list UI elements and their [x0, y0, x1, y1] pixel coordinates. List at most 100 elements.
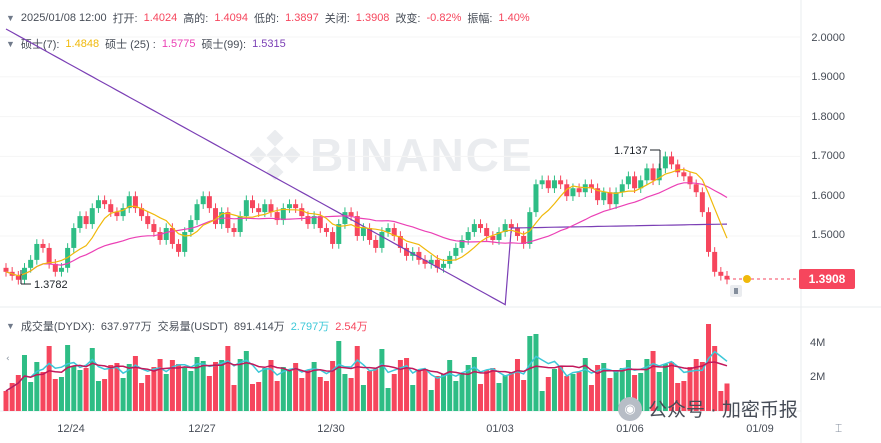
price-tick: 2.0000	[811, 32, 845, 44]
volume-bar	[151, 367, 157, 411]
volume-base-value: 637.977万	[100, 321, 152, 333]
candle-body	[206, 196, 212, 209]
candle-body	[502, 224, 508, 233]
volume-bar	[724, 383, 730, 411]
volume-bar	[102, 379, 108, 411]
candle-body	[157, 232, 163, 240]
volume-bar	[206, 376, 212, 411]
volume-bar	[330, 361, 336, 411]
close-label: 关闭:	[324, 13, 350, 25]
candle-body	[662, 156, 668, 169]
volume-bar	[293, 363, 299, 411]
collapse-caret-icon[interactable]: ▼	[6, 13, 15, 23]
volume-bar	[570, 374, 576, 411]
ohlc-info-row: ▼ 2025/01/08 12:00 打开: 1.4024 高的: 1.4094…	[6, 10, 530, 26]
volume-bar	[360, 385, 366, 411]
candle-body	[40, 243, 46, 248]
candle-body	[706, 212, 712, 252]
candle-body	[83, 216, 89, 225]
wechat-watermark: ◉ 公众号 · 加密币报	[618, 395, 798, 422]
volume-bar	[182, 367, 188, 411]
candle-body	[428, 259, 434, 264]
candle-body	[145, 216, 151, 225]
ma7-value: 1.4848	[65, 38, 100, 50]
volume-bar	[699, 362, 705, 411]
candle-body	[656, 168, 662, 181]
candle-body	[354, 216, 360, 236]
volume-bars	[3, 324, 730, 411]
volume-bar	[410, 385, 416, 411]
candle-body	[317, 216, 323, 229]
volume-bar	[299, 378, 305, 411]
volume-info-row: ▼ 成交量(DYDX): 637.977万 交易量(USDT) 891.414万…	[6, 318, 368, 334]
volume-bar	[52, 379, 58, 411]
candle-body	[71, 228, 77, 248]
date-tick: 12/30	[317, 423, 345, 435]
candle-body	[508, 224, 514, 229]
volume-ma2-line	[5, 361, 728, 392]
candle-body	[151, 224, 157, 233]
candle-body	[607, 192, 613, 205]
volume-bar	[71, 366, 77, 411]
amplitude-label: 振幅:	[467, 13, 493, 25]
candle-body	[551, 180, 557, 189]
scroll-left-icon[interactable]: ‹	[6, 354, 10, 364]
candle-body	[336, 224, 342, 244]
volume-bar	[582, 358, 588, 411]
volume-bar	[305, 370, 311, 411]
candle-body	[28, 259, 34, 268]
candle-body	[465, 232, 471, 240]
date-tick: 12/24	[57, 423, 85, 435]
volume-bar	[613, 370, 619, 411]
binance-watermark: BINANCE	[250, 128, 534, 182]
volume-bar	[83, 368, 89, 411]
volume-tick: 4M	[810, 337, 826, 349]
volume-ma2-value: 2.54万	[335, 321, 368, 333]
volume-bar	[9, 383, 15, 411]
candle-body	[619, 184, 625, 193]
candle-body	[176, 243, 182, 252]
volume-bar	[58, 377, 64, 411]
volume-bar	[644, 359, 650, 411]
volume-bar	[342, 374, 348, 411]
volume-bar	[28, 382, 34, 411]
candle-body	[588, 184, 594, 189]
volume-bar	[379, 349, 385, 411]
volume-bar	[465, 365, 471, 411]
candle-body	[268, 204, 274, 213]
candle-body	[391, 228, 397, 236]
candle-body	[200, 196, 206, 205]
volume-bar	[459, 373, 465, 411]
volume-bar	[638, 373, 644, 411]
collapse-caret-icon[interactable]: ▼	[6, 39, 15, 49]
volume-bar	[385, 388, 391, 411]
candle-body	[724, 275, 730, 280]
volume-bar	[607, 378, 613, 411]
candle-body	[323, 228, 329, 233]
volume-bar	[588, 385, 594, 411]
candle-body	[77, 216, 83, 229]
volume-ma1-value: 2.797万	[290, 321, 330, 333]
volume-bar	[225, 346, 231, 411]
candle-body	[58, 267, 64, 272]
volume-bar	[46, 346, 52, 411]
candle-body	[286, 204, 292, 209]
candle-body	[108, 204, 114, 213]
date-tick: 01/09	[746, 423, 774, 435]
candle-body	[132, 196, 138, 209]
collapse-caret-icon[interactable]: ▼	[6, 321, 15, 331]
volume-bar	[373, 369, 379, 411]
volume-bar	[280, 367, 286, 411]
volume-bar	[200, 361, 206, 411]
volume-bar	[256, 382, 262, 411]
volume-base-label: 成交量(DYDX):	[20, 321, 95, 333]
candle-body	[434, 259, 440, 268]
axis-settings-icon[interactable]: ⌶	[835, 421, 842, 435]
volume-bar	[348, 378, 354, 411]
volume-bar	[21, 355, 27, 411]
close-value: 1.3908	[355, 12, 390, 24]
volume-bar	[687, 367, 693, 411]
volume-bar	[441, 374, 447, 411]
candle-body	[280, 208, 286, 221]
